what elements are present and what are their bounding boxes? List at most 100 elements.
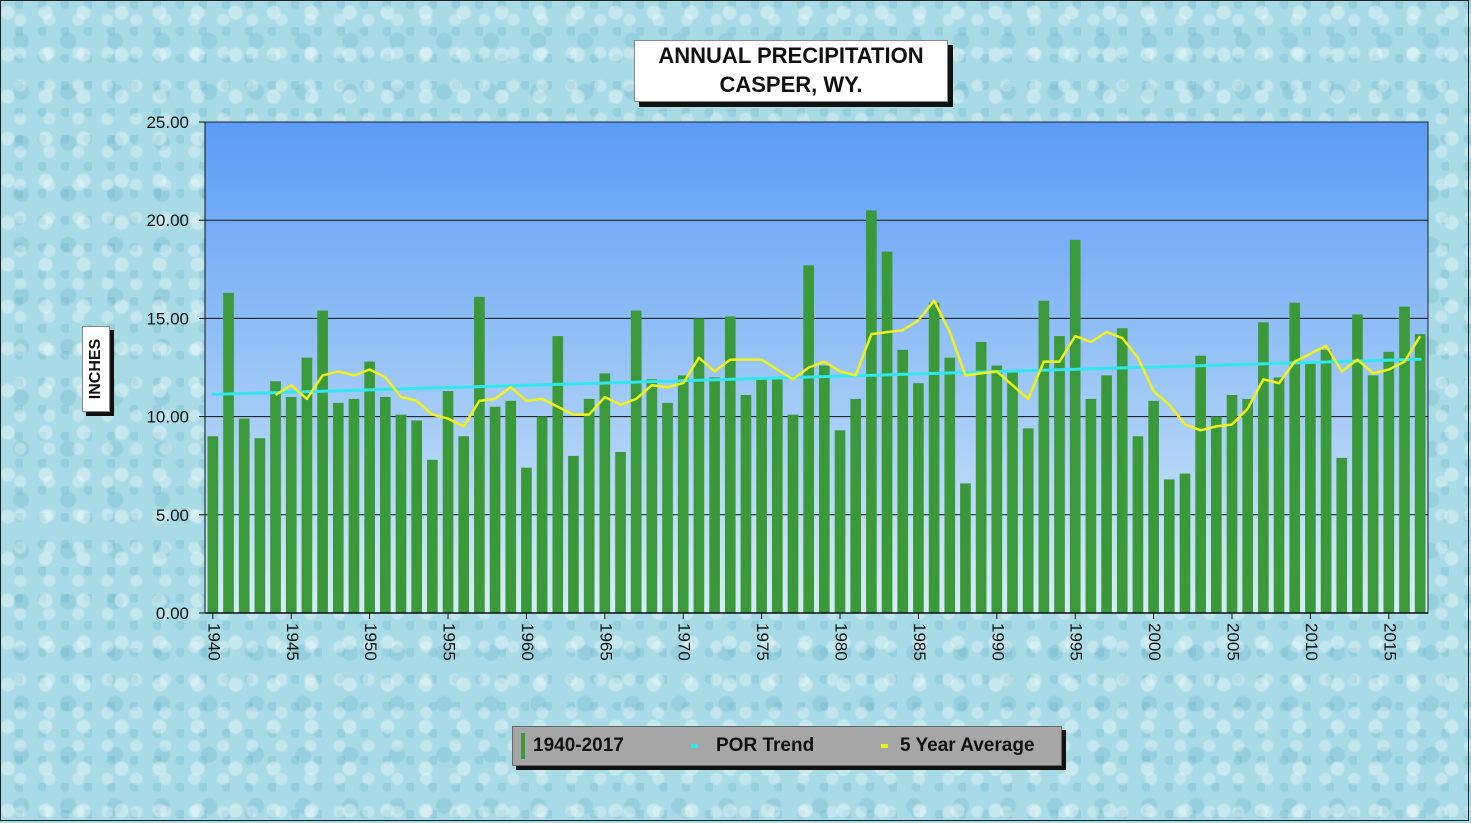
legend-item-average: 5 Year Average xyxy=(881,727,1035,765)
x-tick-label: 1995 xyxy=(1067,623,1086,661)
x-tick-label: 1945 xyxy=(283,623,302,661)
legend-label-average: 5 Year Average xyxy=(900,735,1035,756)
legend-item-trend: POR Trend xyxy=(691,727,814,765)
chart-title-line-1: ANNUAL PRECIPITATION xyxy=(658,43,924,68)
x-tick-label: 1955 xyxy=(440,623,459,661)
bar xyxy=(458,436,470,613)
legend: 1940-2017 POR Trend 5 Year Average xyxy=(512,726,1062,766)
bar xyxy=(709,377,720,613)
bar xyxy=(1132,436,1144,613)
bar xyxy=(1069,239,1081,613)
legend-item-bars: 1940-2017 xyxy=(521,727,624,765)
legend-label-bars: 1940-2017 xyxy=(533,735,624,756)
y-axis-label-box: INCHES xyxy=(82,326,110,412)
bar xyxy=(944,357,956,613)
bar xyxy=(975,341,987,613)
bar xyxy=(1054,336,1065,613)
bar xyxy=(771,379,783,613)
x-tick-label: 2005 xyxy=(1224,623,1243,661)
bar xyxy=(317,310,328,613)
bar xyxy=(662,402,673,613)
bar xyxy=(677,375,689,613)
bar xyxy=(646,379,658,613)
y-tick-label: 0.00 xyxy=(156,604,189,623)
bar xyxy=(301,357,313,613)
y-axis-label: INCHES xyxy=(87,338,104,400)
bar xyxy=(740,394,752,613)
bar xyxy=(348,398,360,613)
bar xyxy=(866,210,877,613)
bar xyxy=(928,302,940,613)
bar xyxy=(521,467,532,613)
bar xyxy=(552,336,564,613)
x-tick-label: 1965 xyxy=(596,623,615,661)
bar xyxy=(615,451,626,613)
bar xyxy=(1305,363,1316,613)
bar xyxy=(724,316,736,613)
bar xyxy=(1022,428,1034,613)
x-tick-label: 1970 xyxy=(675,623,694,661)
bar xyxy=(1383,351,1395,613)
bar xyxy=(1101,375,1112,613)
bar xyxy=(803,265,814,613)
x-tick-label: 1975 xyxy=(753,623,772,661)
bar xyxy=(207,436,219,613)
bar xyxy=(1038,300,1050,613)
bar xyxy=(395,414,407,613)
legend-swatch-average xyxy=(881,744,888,748)
bar xyxy=(1210,416,1222,613)
bar xyxy=(332,402,344,613)
bar xyxy=(1148,400,1159,613)
bar xyxy=(630,310,642,613)
bar xyxy=(1007,371,1018,613)
y-tick-label: 20.00 xyxy=(146,211,189,230)
bar xyxy=(1399,306,1410,613)
bar xyxy=(223,292,234,613)
bar xyxy=(474,296,485,613)
bar xyxy=(960,483,971,613)
bar xyxy=(850,398,862,613)
y-tick-label: 25.00 xyxy=(146,113,189,132)
bar xyxy=(1336,457,1348,613)
bar xyxy=(489,406,501,613)
trend-line xyxy=(211,357,1422,396)
x-tick-label: 1980 xyxy=(832,623,851,661)
x-tick-label: 1990 xyxy=(988,623,1007,661)
bar xyxy=(1258,322,1269,613)
bar xyxy=(583,398,595,613)
five-year-average-line xyxy=(274,299,1422,432)
bar xyxy=(1195,355,1206,613)
bar xyxy=(756,379,767,613)
bar xyxy=(1179,473,1191,613)
bar xyxy=(1352,314,1363,613)
bar xyxy=(1367,375,1379,613)
bar xyxy=(1273,377,1285,613)
bar xyxy=(991,365,1003,613)
y-tick-label: 10.00 xyxy=(146,408,189,427)
bar xyxy=(411,420,423,613)
bar xyxy=(285,396,297,613)
bar xyxy=(693,318,705,613)
legend-swatch-bars xyxy=(521,733,525,759)
bar xyxy=(834,430,846,613)
bar xyxy=(787,414,799,613)
bar xyxy=(1289,302,1301,613)
y-tick-label: 15.00 xyxy=(146,309,189,328)
legend-label-trend: POR Trend xyxy=(716,735,815,756)
bar xyxy=(1116,328,1128,613)
x-tick-label: 1950 xyxy=(361,623,380,661)
x-tick-label: 1960 xyxy=(518,623,537,661)
x-tick-label: 2000 xyxy=(1145,623,1164,661)
bar xyxy=(1242,398,1254,613)
bar xyxy=(379,396,391,613)
bar xyxy=(254,438,266,613)
bar xyxy=(505,400,517,613)
x-tick-label: 1985 xyxy=(910,623,929,661)
bar xyxy=(1226,394,1238,613)
chart-title: ANNUAL PRECIPITATION CASPER, WY. xyxy=(634,40,948,102)
bar xyxy=(1414,334,1426,613)
bar xyxy=(536,416,548,613)
bar xyxy=(819,365,830,613)
